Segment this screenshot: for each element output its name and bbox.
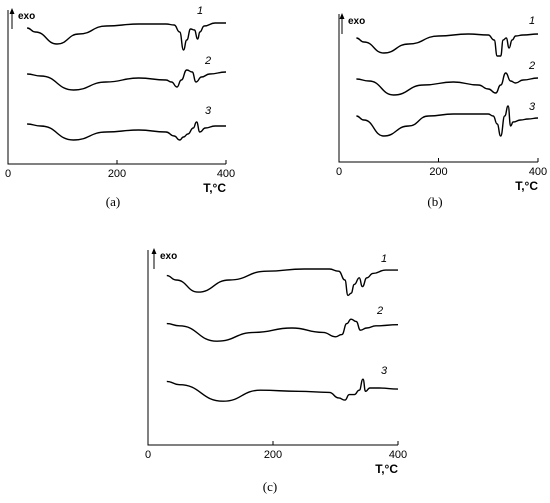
curve-number-1: 1 bbox=[529, 15, 535, 27]
curve-number-3: 3 bbox=[205, 105, 212, 117]
exo-label: exo bbox=[160, 251, 177, 262]
x-tick-label: 400 bbox=[217, 168, 235, 180]
curve-2 bbox=[27, 69, 227, 91]
curve-number-1: 1 bbox=[197, 5, 203, 17]
exo-arrow-head-icon bbox=[9, 8, 15, 14]
curve-1 bbox=[27, 22, 226, 51]
curve-number-2: 2 bbox=[528, 60, 535, 72]
curve-number-2: 2 bbox=[204, 55, 211, 67]
exo-label: exo bbox=[18, 11, 35, 22]
x-axis-label: T,°C bbox=[203, 181, 226, 195]
curve-2 bbox=[166, 318, 399, 342]
curve-1 bbox=[166, 268, 398, 297]
curve-number-3: 3 bbox=[381, 365, 388, 377]
x-tick-label: 400 bbox=[389, 449, 407, 461]
curve-number-1: 1 bbox=[381, 253, 387, 265]
panel-caption: (a) bbox=[106, 194, 120, 209]
panel-caption: (c) bbox=[263, 479, 277, 494]
curve-1 bbox=[356, 33, 539, 57]
curve-number-2: 2 bbox=[376, 305, 383, 317]
x-axis-label: T,°C bbox=[515, 179, 538, 193]
curve-3 bbox=[356, 105, 539, 137]
x-tick-label: 200 bbox=[264, 449, 282, 461]
curve-number-3: 3 bbox=[529, 101, 536, 113]
exo-arrow-head-icon bbox=[151, 248, 157, 254]
x-tick-label: 200 bbox=[108, 168, 126, 180]
curve-3 bbox=[166, 378, 399, 402]
x-tick-label: 200 bbox=[429, 166, 447, 178]
panel-caption: (b) bbox=[427, 194, 442, 209]
x-tick-label: 0 bbox=[145, 449, 151, 461]
x-axis-label: T,°C bbox=[375, 462, 398, 476]
curve-2 bbox=[356, 72, 539, 96]
x-tick-label: 400 bbox=[529, 166, 547, 178]
curve-3 bbox=[27, 121, 226, 141]
exo-arrow-head-icon bbox=[339, 13, 345, 19]
exo-label: exo bbox=[348, 16, 365, 27]
x-tick-label: 0 bbox=[336, 166, 342, 178]
x-tick-label: 0 bbox=[5, 168, 11, 180]
